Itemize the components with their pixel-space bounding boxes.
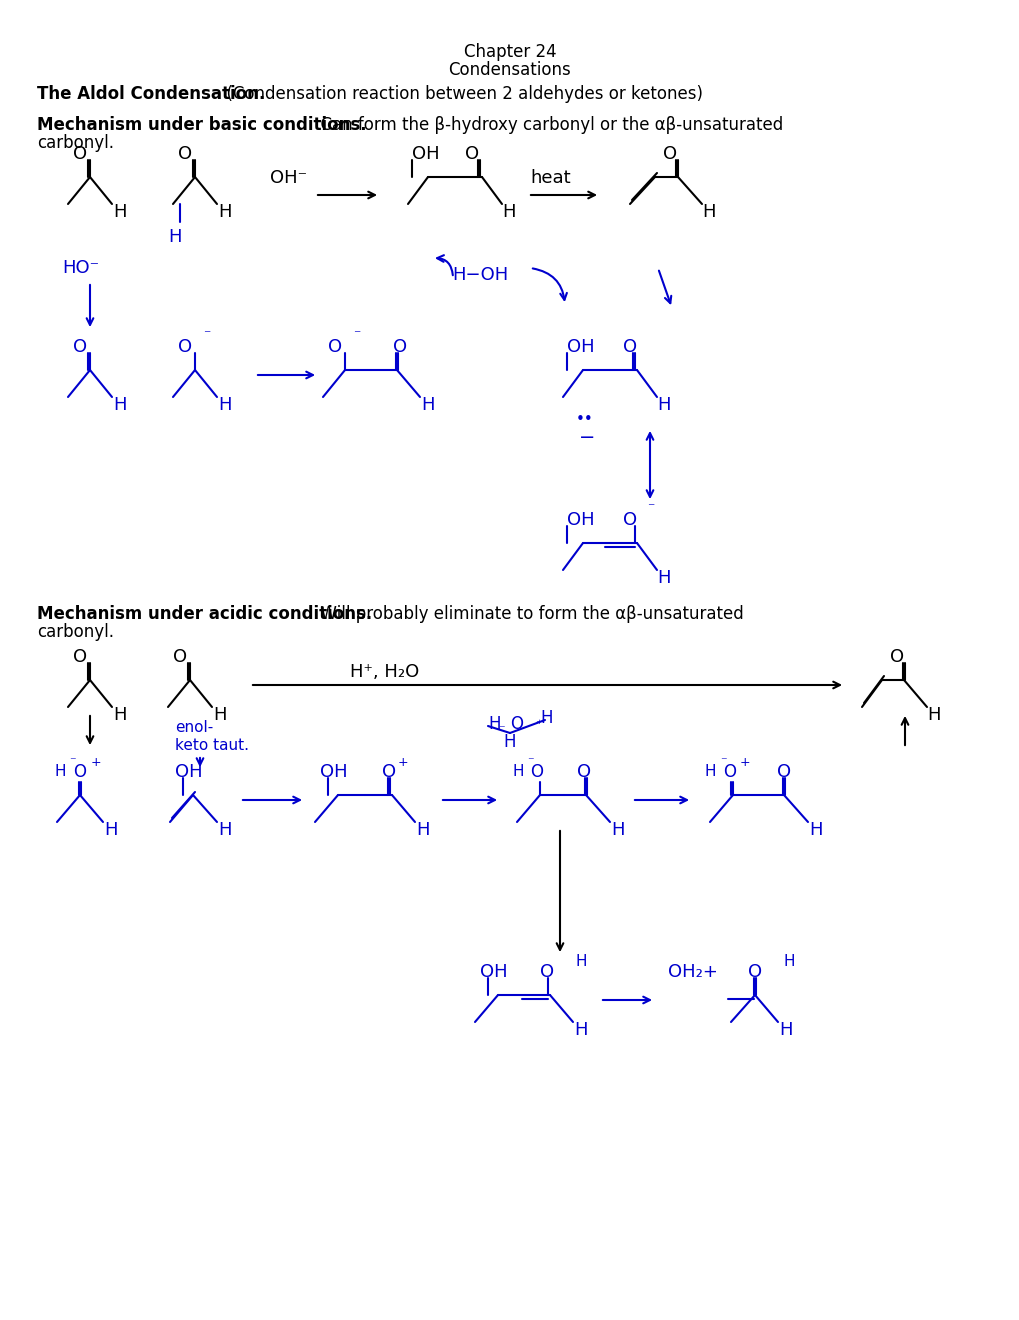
Text: OH: OH	[567, 511, 594, 529]
Text: O: O	[173, 648, 186, 667]
Text: carbonyl.: carbonyl.	[37, 623, 114, 642]
Text: (Condensation reaction between 2 aldehydes or ketones): (Condensation reaction between 2 aldehyd…	[216, 84, 702, 103]
Text: H: H	[168, 228, 181, 246]
Text: The Aldol Condensation.: The Aldol Condensation.	[37, 84, 265, 103]
Text: H: H	[784, 954, 795, 969]
Text: O: O	[73, 648, 87, 667]
Text: H: H	[926, 706, 940, 723]
Text: ••: ••	[576, 412, 593, 428]
Text: ⁻: ⁻	[353, 327, 360, 342]
Text: ⁻: ⁻	[527, 755, 533, 768]
Text: H: H	[539, 709, 552, 727]
Text: enol-: enol-	[175, 721, 213, 735]
Text: heat: heat	[530, 169, 570, 187]
Text: H−OH: H−OH	[451, 267, 507, 284]
Text: H: H	[487, 715, 500, 733]
Text: H⁺, H₂O: H⁺, H₂O	[350, 663, 419, 681]
Text: ⁻: ⁻	[646, 502, 654, 515]
Text: carbonyl.: carbonyl.	[37, 135, 114, 152]
Text: OH: OH	[320, 763, 347, 781]
Text: H: H	[218, 821, 231, 840]
Text: Chapter 24: Chapter 24	[464, 44, 555, 61]
Text: H: H	[104, 821, 117, 840]
Text: H: H	[55, 764, 66, 780]
Text: H: H	[218, 396, 231, 414]
Text: OH: OH	[480, 964, 507, 981]
Text: ⁻: ⁻	[497, 723, 504, 737]
Text: O: O	[328, 338, 341, 356]
Text: O: O	[73, 338, 87, 356]
Text: H: H	[113, 203, 126, 220]
Text: H: H	[701, 203, 714, 220]
Text: H: H	[113, 396, 126, 414]
Text: H: H	[501, 203, 515, 220]
Text: +: +	[91, 755, 102, 768]
Text: O: O	[382, 763, 395, 781]
Text: OH: OH	[412, 145, 439, 162]
Text: H: H	[213, 706, 226, 723]
Text: O: O	[392, 338, 407, 356]
Text: H: H	[610, 821, 624, 840]
Text: HO⁻: HO⁻	[62, 259, 99, 277]
Text: O: O	[662, 145, 677, 162]
Text: O: O	[623, 511, 637, 529]
Text: O: O	[747, 964, 761, 981]
Text: O: O	[776, 763, 791, 781]
Text: O: O	[177, 338, 192, 356]
Text: O: O	[889, 648, 903, 667]
Text: Condensations: Condensations	[448, 61, 571, 79]
Text: O: O	[73, 145, 87, 162]
Text: H: H	[704, 764, 715, 780]
Text: OH⁻: OH⁻	[270, 169, 307, 187]
Text: OH: OH	[175, 763, 203, 781]
Text: H: H	[574, 1020, 587, 1039]
Text: H: H	[656, 569, 669, 587]
Text: O: O	[623, 338, 637, 356]
Text: H: H	[576, 954, 587, 969]
Text: O: O	[722, 763, 736, 781]
Text: O: O	[539, 964, 553, 981]
Text: ⁺: ⁺	[535, 718, 541, 730]
Text: H: H	[808, 821, 821, 840]
Text: O: O	[530, 763, 542, 781]
Text: H: H	[421, 396, 434, 414]
Text: H: H	[512, 764, 523, 780]
Text: OH₂+: OH₂+	[667, 964, 717, 981]
Text: ⁻: ⁻	[69, 755, 75, 768]
Text: H: H	[656, 396, 669, 414]
Text: ⁻: ⁻	[203, 327, 210, 342]
Text: H: H	[779, 1020, 792, 1039]
Text: H: H	[416, 821, 429, 840]
Text: Can form the β-hydroxy carbonyl or the αβ-unsaturated: Can form the β-hydroxy carbonyl or the α…	[310, 116, 783, 135]
Text: OH: OH	[567, 338, 594, 356]
Text: ⁻: ⁻	[719, 755, 726, 768]
Text: Will probably eliminate to form the αβ-unsaturated: Will probably eliminate to form the αβ-u…	[310, 605, 743, 623]
Text: O: O	[577, 763, 591, 781]
Text: O: O	[177, 145, 192, 162]
Text: Mechanism under basic conditions.: Mechanism under basic conditions.	[37, 116, 366, 135]
Text: +: +	[739, 755, 750, 768]
Text: −: −	[578, 428, 595, 446]
Text: keto taut.: keto taut.	[175, 738, 249, 752]
Text: H: H	[218, 203, 231, 220]
Text: O: O	[465, 145, 479, 162]
Text: H: H	[503, 733, 516, 751]
Text: Mechanism under acidic conditions.: Mechanism under acidic conditions.	[37, 605, 372, 623]
Text: +: +	[397, 755, 409, 768]
Text: O: O	[510, 715, 523, 733]
Text: H: H	[113, 706, 126, 723]
Text: O: O	[73, 763, 86, 781]
